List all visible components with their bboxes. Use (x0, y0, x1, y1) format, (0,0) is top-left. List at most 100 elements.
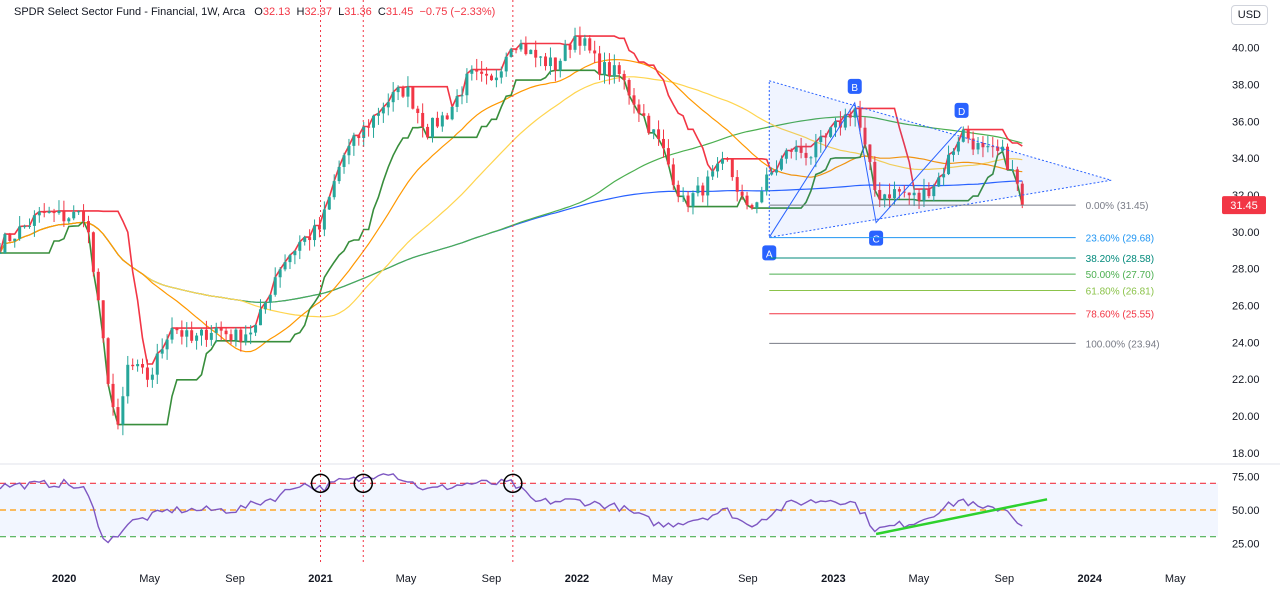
change-value: −0.75 (−2.33%) (419, 6, 496, 18)
candle-body (91, 232, 95, 272)
candle-body (37, 211, 41, 216)
candle-body (922, 189, 926, 201)
candle-body (981, 142, 985, 148)
candle-body (853, 108, 857, 118)
candle-body (460, 95, 464, 97)
candle-body (804, 152, 808, 158)
rsi-trendline (875, 498, 1048, 536)
candle-body (234, 329, 238, 341)
candle-body (519, 43, 523, 50)
candle-body (52, 211, 56, 214)
candle-body (848, 114, 852, 118)
price-tick-label: 36.00 (1232, 116, 1260, 128)
candle-body (548, 57, 552, 67)
candle-body (588, 38, 592, 51)
candle-body (303, 237, 307, 242)
candle-body (612, 65, 616, 76)
candle-body (607, 62, 611, 76)
candle-body (86, 221, 90, 233)
fib-level-label: 78.60% (25.55) (1086, 310, 1154, 321)
candle-body (888, 194, 892, 199)
price-tick-label: 24.00 (1232, 337, 1260, 349)
candle-body (381, 107, 385, 114)
candle-body (563, 44, 567, 61)
candle-body (430, 117, 434, 138)
rsi-circle-marker (310, 473, 331, 494)
candle-body (775, 169, 779, 173)
candle-body (897, 189, 901, 192)
candle-body (3, 234, 7, 253)
candle-body (1020, 183, 1024, 206)
candle-body (676, 184, 680, 197)
candle-body (155, 353, 159, 375)
open-value: 32.13 (262, 6, 291, 18)
candle-body (907, 192, 911, 196)
candle-body (603, 62, 607, 75)
rsi-circle-marker (503, 473, 523, 494)
candle-body (62, 210, 66, 222)
candle-body (347, 145, 351, 156)
time-tick-label: May (139, 573, 160, 585)
candle-body (116, 407, 120, 425)
candle-body (352, 135, 356, 146)
candle-body (293, 250, 297, 256)
candle-body (450, 106, 454, 120)
candle-body (254, 325, 258, 333)
candle-body (986, 146, 990, 148)
candle-body (82, 211, 86, 222)
time-tick-label: 2021 (308, 573, 332, 585)
currency-button[interactable]: USD (1230, 5, 1268, 25)
rsi-tick-label: 75.00 (1232, 472, 1260, 484)
candle-body (229, 334, 233, 341)
candle-body (524, 43, 528, 55)
candle-body (278, 269, 282, 278)
candle-body (568, 44, 572, 50)
candle-body (838, 121, 842, 128)
candle-body (661, 138, 665, 149)
last-price-tag (1222, 196, 1266, 215)
candle-body (426, 126, 430, 138)
sma-30-line (0, 58, 1023, 353)
candle-body (239, 329, 243, 342)
candle-body (32, 215, 36, 226)
candle-body (317, 225, 321, 230)
candle-body (332, 181, 336, 198)
candle-body (337, 166, 341, 182)
candle-body (951, 151, 955, 155)
candle-body (111, 383, 115, 408)
candle-body (406, 86, 410, 97)
candle-body (1001, 146, 1005, 151)
candle-body (445, 115, 449, 120)
price-tick-label: 30.00 (1232, 227, 1260, 239)
candle-body (283, 262, 287, 270)
candle-body (391, 92, 395, 103)
candle-body (47, 211, 51, 213)
time-tick-label: Sep (738, 573, 758, 585)
candle-body (72, 211, 76, 219)
candle-body (770, 172, 774, 175)
candle-body (814, 142, 818, 158)
candle-body (18, 226, 22, 239)
candle-body (214, 327, 218, 333)
price-tick-label: 34.00 (1232, 153, 1260, 165)
candle-body (666, 148, 670, 165)
candle-body (8, 234, 12, 241)
candle-body (308, 237, 312, 241)
time-tick-label: 2024 (1078, 573, 1103, 585)
candle-body (165, 339, 169, 350)
candle-body (647, 115, 651, 133)
candle-body (593, 50, 597, 54)
candle-body (175, 328, 179, 331)
candle-body (858, 108, 862, 128)
candle-body (996, 146, 1000, 151)
candle-body (696, 185, 700, 194)
candle-body (195, 335, 199, 341)
time-tick-label: Sep (482, 573, 502, 585)
low-value: 31.36 (344, 6, 372, 18)
candle-body (539, 56, 543, 58)
candle-body (617, 65, 621, 74)
candle-body (77, 211, 81, 213)
fib-level-label: 38.20% (28.58) (1086, 254, 1154, 265)
